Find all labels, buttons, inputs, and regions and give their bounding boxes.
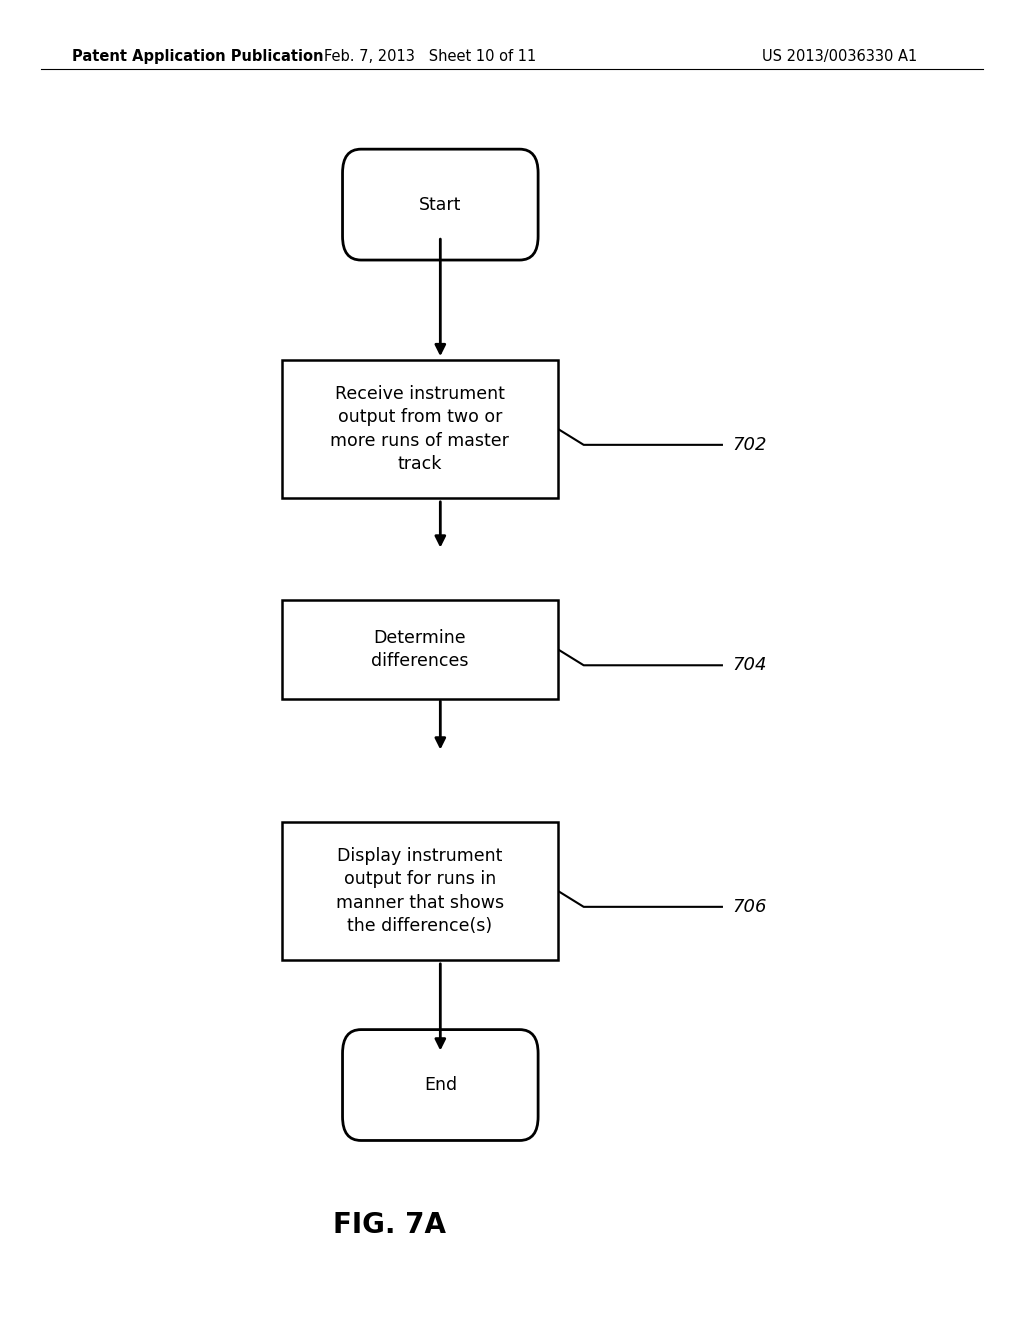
- FancyBboxPatch shape: [282, 359, 558, 498]
- Text: End: End: [424, 1076, 457, 1094]
- Text: 702: 702: [732, 436, 767, 454]
- FancyBboxPatch shape: [342, 1030, 539, 1140]
- Text: Feb. 7, 2013   Sheet 10 of 11: Feb. 7, 2013 Sheet 10 of 11: [324, 49, 537, 65]
- Text: Start: Start: [419, 195, 462, 214]
- Text: Display instrument
output for runs in
manner that shows
the difference(s): Display instrument output for runs in ma…: [336, 846, 504, 936]
- Text: 704: 704: [732, 656, 767, 675]
- Text: 706: 706: [732, 898, 767, 916]
- Text: Patent Application Publication: Patent Application Publication: [72, 49, 324, 65]
- FancyBboxPatch shape: [282, 821, 558, 961]
- Text: US 2013/0036330 A1: US 2013/0036330 A1: [762, 49, 918, 65]
- Text: FIG. 7A: FIG. 7A: [333, 1210, 445, 1239]
- FancyBboxPatch shape: [282, 599, 558, 700]
- FancyBboxPatch shape: [342, 149, 539, 260]
- Text: Receive instrument
output from two or
more runs of master
track: Receive instrument output from two or mo…: [331, 384, 509, 474]
- Text: Determine
differences: Determine differences: [371, 628, 469, 671]
